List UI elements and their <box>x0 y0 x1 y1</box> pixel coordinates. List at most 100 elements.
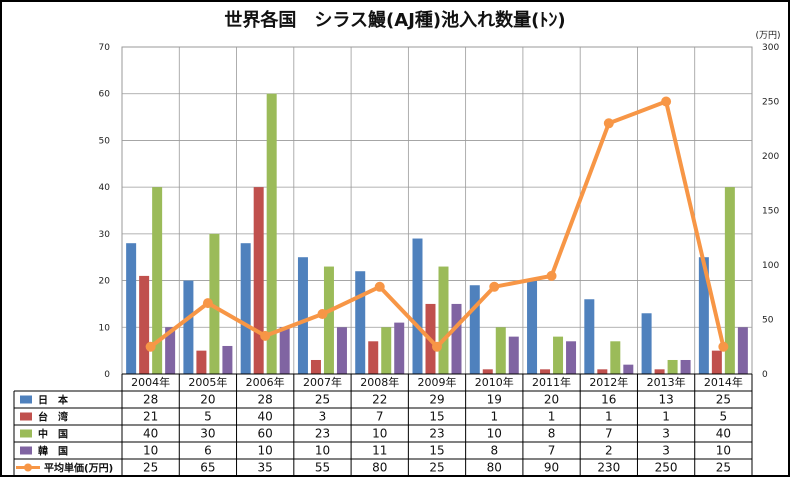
data-label: 250 <box>655 461 678 475</box>
data-label: 1 <box>548 410 556 424</box>
chart-title: 世界各国 シラス鰻(AJ種)池入れ数量(ﾄﾝ) <box>224 9 565 31</box>
data-label: 29 <box>429 393 444 407</box>
data-label: 65 <box>200 461 215 475</box>
data-label: 3 <box>662 444 670 458</box>
data-label: 40 <box>716 427 731 441</box>
y-tick-label: 40 <box>99 183 111 193</box>
legend-swatch <box>20 429 32 438</box>
bar <box>266 93 277 374</box>
line-point <box>260 330 271 341</box>
bar <box>412 238 423 374</box>
data-label: 28 <box>143 393 158 407</box>
data-label: 5 <box>720 410 728 424</box>
bar <box>183 280 194 374</box>
data-label: 230 <box>597 461 620 475</box>
bar <box>240 243 251 374</box>
line-point <box>202 298 213 309</box>
bar <box>152 187 163 374</box>
legend-label: 中 国 <box>38 428 68 441</box>
data-label: 6 <box>204 444 212 458</box>
category-label: 2006年 <box>246 375 285 389</box>
data-label: 15 <box>429 444 444 458</box>
category-label: 2012年 <box>589 375 628 389</box>
bar <box>553 336 564 374</box>
data-label: 23 <box>315 427 330 441</box>
category-label: 2009年 <box>418 375 457 389</box>
bar <box>724 187 735 374</box>
data-label: 7 <box>548 444 556 458</box>
category-label: 2011年 <box>532 375 571 389</box>
data-label: 80 <box>487 461 502 475</box>
bar <box>654 369 665 374</box>
data-label: 22 <box>372 393 387 407</box>
bar <box>336 327 347 374</box>
bar <box>297 257 308 374</box>
bar <box>566 341 577 374</box>
bar <box>711 350 722 374</box>
bar <box>610 341 621 374</box>
y-tick-label: 30 <box>99 230 111 240</box>
bar <box>482 369 493 374</box>
bar <box>623 364 634 374</box>
bar <box>698 257 709 374</box>
data-label: 1 <box>662 410 670 424</box>
y2-tick-label: 250 <box>762 98 779 108</box>
data-label: 10 <box>716 444 731 458</box>
y-tick-label: 20 <box>99 277 111 287</box>
data-label: 2 <box>605 444 613 458</box>
bar <box>584 299 595 374</box>
bar <box>355 271 366 374</box>
data-label: 1 <box>605 410 613 424</box>
data-label: 25 <box>143 461 158 475</box>
bar <box>165 327 176 374</box>
data-label: 5 <box>204 410 212 424</box>
data-label: 7 <box>376 410 384 424</box>
legend-label: 韓 国 <box>38 445 68 458</box>
data-label: 8 <box>548 427 556 441</box>
bar <box>597 369 608 374</box>
data-label: 10 <box>315 444 330 458</box>
data-label: 10 <box>487 427 502 441</box>
y2-tick-label: 100 <box>762 261 779 271</box>
data-label: 8 <box>490 444 498 458</box>
line-point <box>546 270 557 281</box>
bar <box>253 187 264 374</box>
bar <box>527 280 538 374</box>
data-label: 35 <box>258 461 273 475</box>
legend-swatch <box>20 412 32 421</box>
bar <box>139 275 150 374</box>
category-label: 2008年 <box>360 375 399 389</box>
bar <box>323 266 334 374</box>
data-label: 15 <box>429 410 444 424</box>
data-label: 10 <box>258 444 273 458</box>
bar <box>126 243 137 374</box>
bar <box>368 341 379 374</box>
line-point <box>145 341 156 352</box>
data-label: 25 <box>429 461 444 475</box>
bar <box>641 313 652 374</box>
data-label: 25 <box>716 393 731 407</box>
y2-tick-label: 50 <box>762 316 774 326</box>
data-label: 60 <box>258 427 273 441</box>
data-label: 11 <box>372 444 387 458</box>
legend-label: 日 本 <box>38 394 69 407</box>
data-label: 25 <box>716 461 731 475</box>
y-tick-label: 0 <box>104 370 110 380</box>
y2-tick-label: 200 <box>762 152 779 162</box>
secondary-axis-unit: (万円) <box>755 30 780 41</box>
line-point <box>374 281 385 292</box>
data-label: 13 <box>658 393 673 407</box>
y-tick-label: 10 <box>99 323 111 333</box>
line-point <box>489 281 500 292</box>
bar <box>540 369 551 374</box>
y-tick-label: 60 <box>99 90 111 100</box>
y-tick-label: 50 <box>99 136 111 146</box>
line-point <box>718 341 729 352</box>
y2-tick-label: 150 <box>762 207 779 217</box>
bar <box>394 322 405 374</box>
bar <box>310 359 321 374</box>
data-label: 23 <box>429 427 444 441</box>
legend-label: 平均単価(万円) <box>44 462 113 475</box>
data-label: 3 <box>319 410 327 424</box>
